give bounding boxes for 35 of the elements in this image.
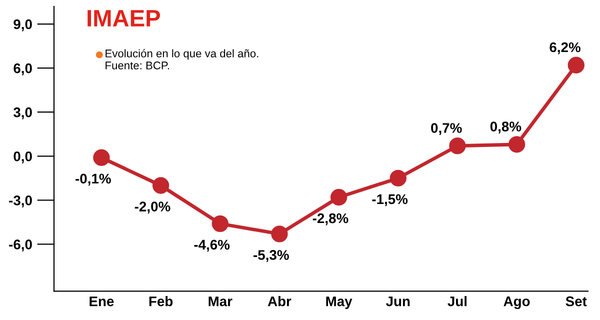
y-tick-label: -3,0 — [9, 196, 32, 208]
text: -4,6% — [194, 240, 230, 252]
x-tick-label: Ago — [504, 296, 530, 310]
point — [212, 215, 228, 232]
text: -1,5% — [372, 194, 408, 206]
chart-title: IMAEP — [88, 10, 160, 26]
y-tick-label: 9,0 — [14, 19, 32, 32]
point — [330, 188, 348, 206]
text: -0,1% — [76, 174, 111, 186]
point — [271, 226, 288, 242]
x-tick-label: Feb — [149, 296, 173, 306]
point — [93, 149, 110, 166]
point — [152, 177, 170, 194]
x-tick-label: May — [326, 296, 352, 310]
y-tick-label: -6,0 — [9, 240, 32, 252]
point — [390, 170, 406, 186]
text: 6,2% — [550, 42, 580, 54]
annotation: Evolución en lo que va del año. Fuente: BCP. — [106, 49, 258, 70]
y-tick-label: 3,0 — [13, 107, 32, 120]
text: 0,8% — [490, 122, 522, 134]
x-tick-label: Mar — [208, 296, 232, 306]
text: -2,0% — [134, 202, 170, 214]
x-tick-label: Jun — [386, 296, 410, 306]
x-tick-label: Abr — [268, 296, 292, 306]
x-tick-label: Jul — [448, 296, 467, 306]
text: -2,8% — [312, 213, 348, 226]
y-tick-label: 0,0 — [14, 151, 32, 164]
point — [449, 138, 466, 154]
point — [508, 136, 526, 153]
text: -5,3% — [254, 250, 289, 262]
point — [568, 56, 584, 74]
x-tick-label: Set — [566, 296, 587, 306]
text: 0,7% — [431, 123, 462, 135]
y-tick-label: 6,0 — [14, 63, 32, 76]
x-tick-label: Ene — [90, 296, 114, 306]
